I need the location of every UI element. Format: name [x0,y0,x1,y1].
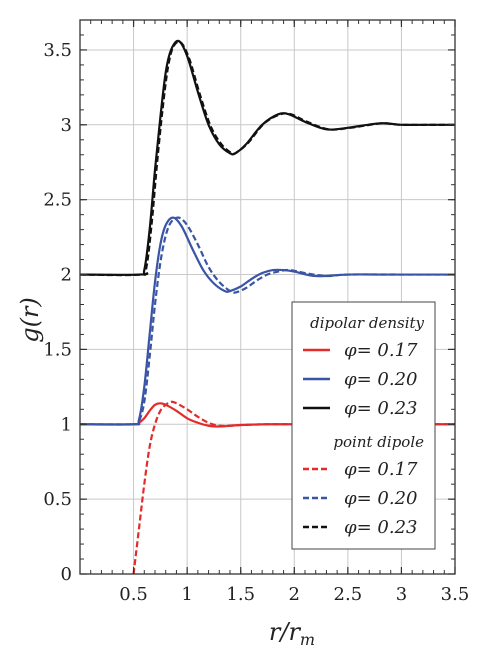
legend: dipolar density φ= 0.17 φ= 0.20 φ= 0.23 poin… [291,301,436,550]
series-line-point-dipole-5 [79,40,456,277]
legend-label: φ= 0.17 [344,459,418,480]
x-tick-label: 0.5 [119,584,148,605]
legend-heading: point dipole [333,433,424,451]
y-tick-label: 2.5 [43,190,72,211]
legend-label: φ= 0.17 [344,340,418,361]
series-line-point-dipole-3 [132,400,455,575]
legend-label: φ= 0.23 [344,398,418,419]
y-tick-label: 1 [61,414,72,435]
legend-label: φ= 0.20 [344,488,418,509]
x-tick-label: 2 [289,584,300,605]
y-tick-label: 3.5 [43,40,72,61]
series-line-point-dipole-4 [79,216,455,426]
x-tick-label: 1.5 [226,584,255,605]
y-tick-label: 1.5 [43,339,72,360]
series-line-dipolar-density-1 [79,216,455,426]
y-tick-label: 0.5 [43,489,72,510]
plot-frame [79,19,456,575]
legend-box [291,301,436,550]
legend-heading: dipolar density [310,314,424,332]
legend-label: φ= 0.23 [344,517,418,538]
legend-label: φ= 0.20 [344,369,418,390]
y-tick-label: 2 [61,265,72,286]
x-tick-label: 1 [181,584,192,605]
x-axis-title: r/rm [269,618,315,649]
x-tick-label: 3.5 [441,584,470,605]
series-line-dipolar-density-2 [79,39,455,276]
plot-series [79,39,456,575]
axis-ticks: 0.5 1 1.5 2 2.5 3 3.5 0 0.5 1 1.5 2 2.5 3 3.5 [43,20,469,605]
x-tick-label: 3 [396,584,407,605]
y-axis-title: g(r) [16,297,44,343]
x-tick-label: 2.5 [334,584,363,605]
y-tick-label: 0 [61,564,72,585]
y-tick-label: 3 [61,115,72,136]
